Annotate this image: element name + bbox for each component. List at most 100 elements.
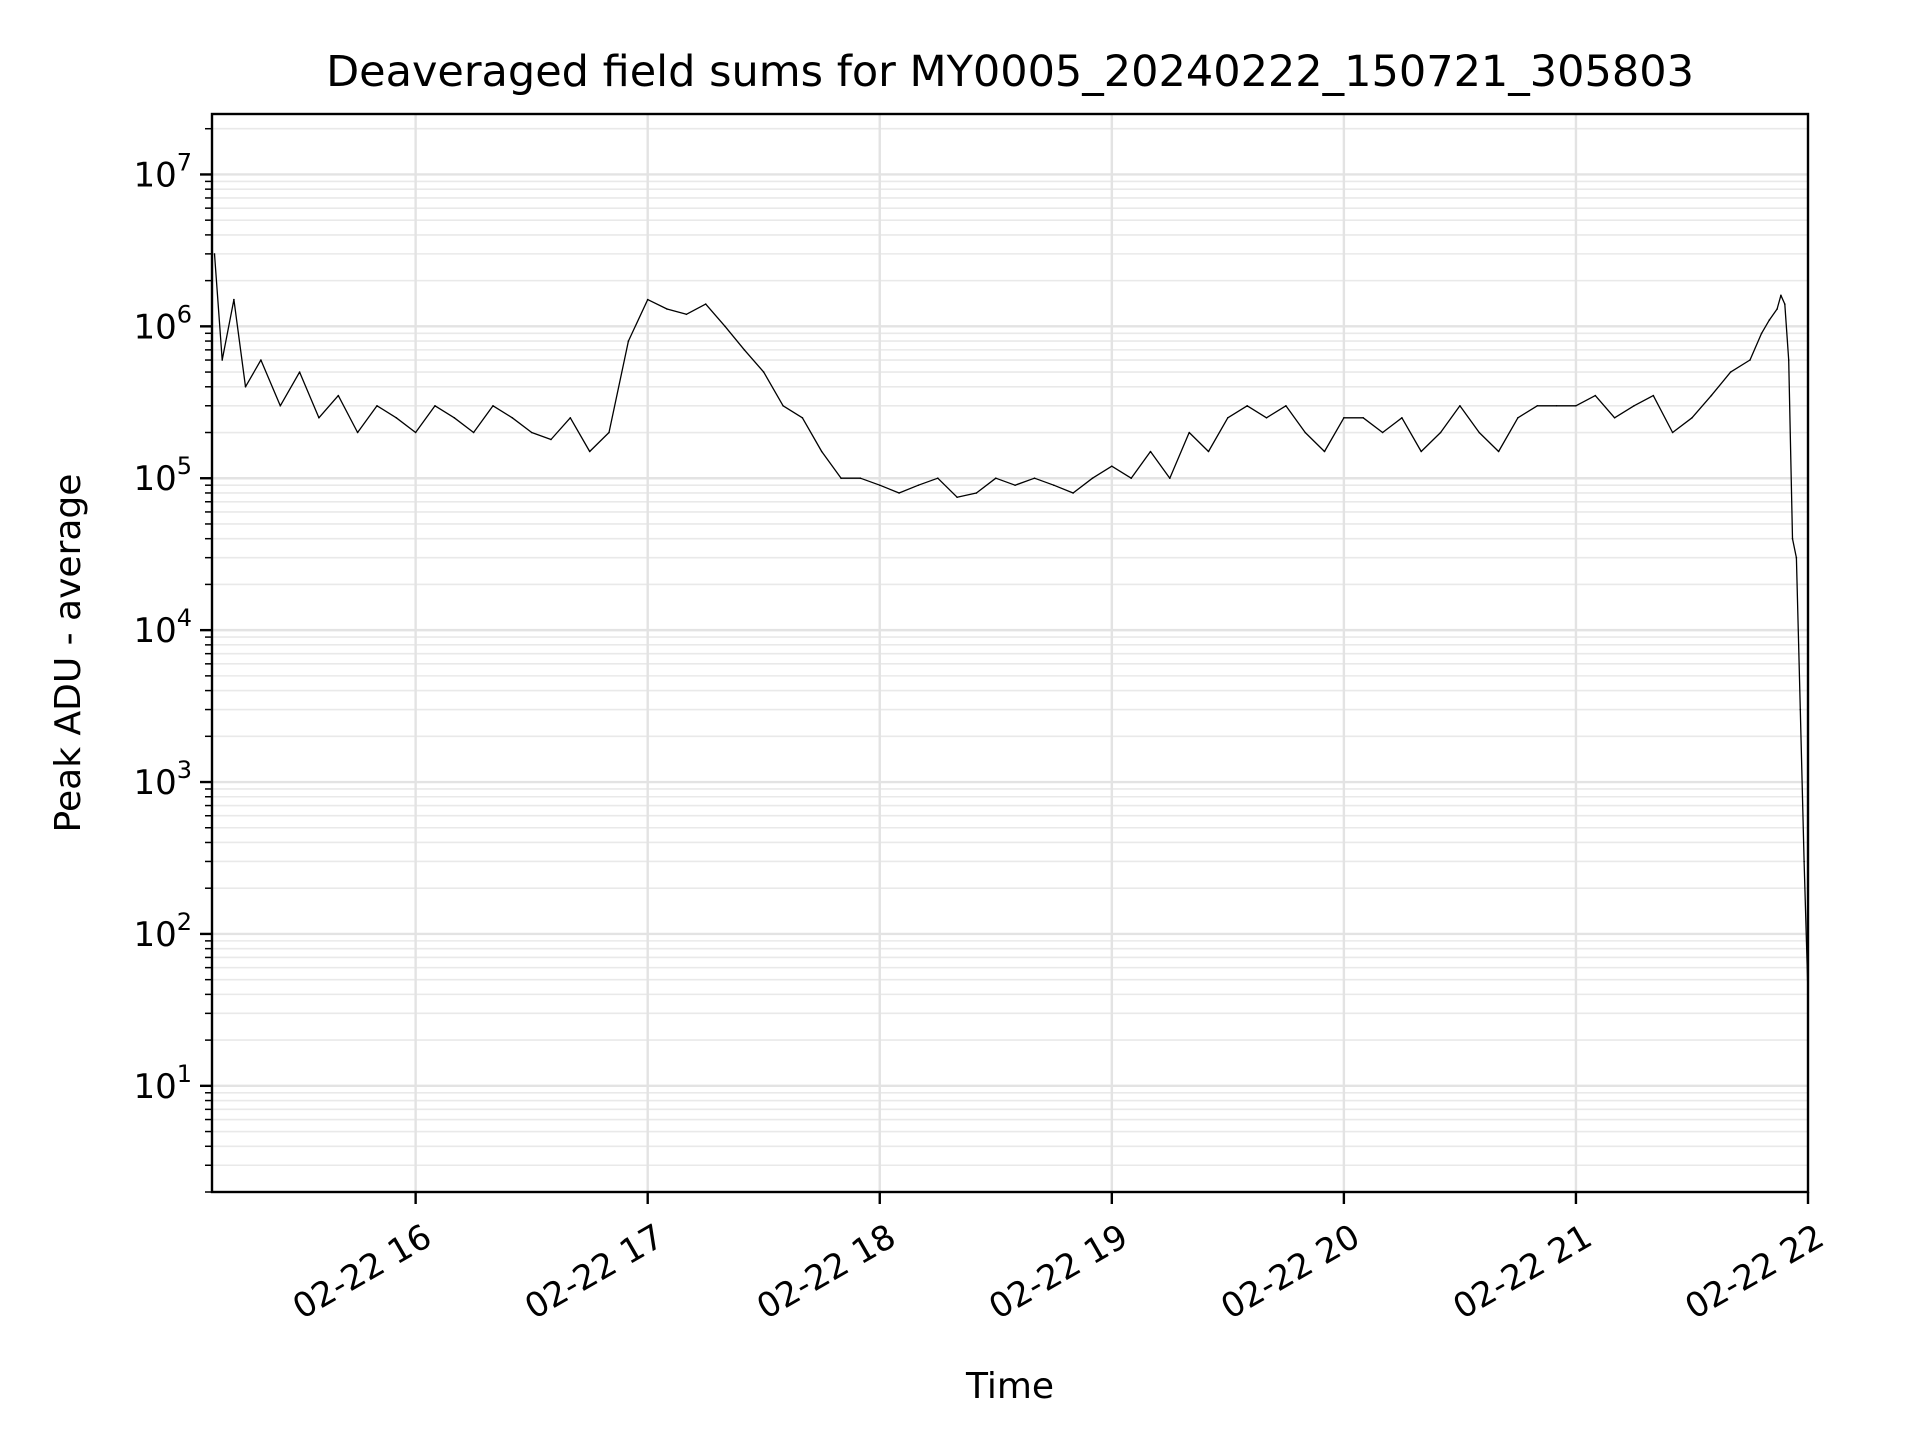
data-point: [1497, 450, 1500, 453]
y-tick-base: 10: [133, 1067, 176, 1107]
y-tick-base: 10: [133, 459, 176, 499]
data-point: [1749, 359, 1751, 361]
data-point: [221, 359, 223, 361]
data-point: [1776, 308, 1778, 310]
y-tick-exponent: 7: [177, 148, 192, 176]
data-point: [762, 371, 765, 373]
y-tick-exponent: 3: [177, 756, 192, 784]
data-point: [233, 298, 235, 301]
data-point: [1091, 477, 1094, 480]
data-point: [414, 431, 417, 434]
data-point: [1710, 394, 1713, 397]
data-point: [1072, 492, 1074, 494]
data-point: [1791, 537, 1794, 540]
data-point: [1478, 431, 1480, 434]
data-point: [472, 431, 475, 434]
data-point: [1246, 405, 1248, 407]
data-point: [704, 303, 707, 305]
data-point: [1265, 417, 1268, 419]
y-tick-base: 10: [133, 611, 176, 651]
y-tick-base: 10: [133, 763, 176, 803]
data-point: [995, 477, 997, 480]
data-point: [1130, 477, 1132, 480]
data-point: [859, 477, 862, 480]
data-point: [1323, 450, 1326, 453]
data-point: [898, 492, 900, 494]
data-point: [530, 431, 533, 434]
data-point: [1111, 465, 1113, 468]
data-point: [260, 359, 262, 361]
data-point: [1594, 394, 1597, 397]
data-point: [511, 417, 514, 419]
data-point: [588, 450, 591, 453]
y-tick-base: 10: [133, 915, 176, 955]
data-point: [1381, 431, 1384, 434]
data-point: [213, 253, 216, 255]
data-point: [1517, 417, 1519, 419]
y-tick-exponent: 1: [177, 1060, 192, 1088]
data-point: [1053, 484, 1055, 487]
grid: [212, 114, 1808, 1193]
data-point: [937, 477, 939, 480]
y-tick-base: 10: [133, 155, 176, 195]
data-point: [1033, 477, 1036, 480]
data-point: [279, 405, 282, 407]
data-point: [376, 405, 378, 407]
data-point: [975, 492, 978, 494]
data-point: [1633, 405, 1635, 407]
data-point: [666, 308, 668, 310]
data-point: [724, 325, 726, 328]
y-tick-label: 106: [133, 300, 192, 347]
y-tick-label: 102: [133, 908, 192, 955]
data-point: [1169, 477, 1171, 480]
y-tick-base: 10: [133, 307, 176, 347]
data-point: [1760, 332, 1763, 335]
data-point: [743, 349, 746, 351]
data-point: [1768, 319, 1771, 321]
data-point: [1304, 431, 1306, 434]
data-point: [956, 496, 958, 499]
data-point: [1420, 450, 1422, 453]
data-point: [1784, 303, 1786, 305]
data-point: [879, 484, 881, 487]
data-point: [1691, 417, 1693, 419]
data-point: [1780, 294, 1782, 297]
data-point: [1014, 484, 1016, 487]
data-point: [608, 431, 610, 434]
data-point: [1227, 417, 1229, 419]
data-point: [801, 417, 804, 419]
y-tick-label: 105: [133, 452, 192, 499]
data-point: [492, 405, 494, 407]
data-point: [1795, 556, 1798, 559]
data-point: [1799, 708, 1802, 711]
data-point: [1803, 860, 1805, 863]
data-point: [1149, 450, 1152, 453]
y-tick-exponent: 6: [177, 300, 192, 328]
data-point: [1459, 405, 1461, 407]
data-point: [1343, 417, 1345, 419]
data-point: [1671, 431, 1674, 434]
data-point: [337, 394, 340, 397]
y-tick-label: 101: [133, 1060, 192, 1107]
data-point: [1439, 431, 1442, 434]
data-point: [1207, 450, 1210, 453]
data-point: [1536, 405, 1539, 407]
data-point: [569, 417, 572, 419]
y-tick-label: 104: [133, 604, 192, 651]
data-point: [1555, 405, 1558, 407]
data-point: [1401, 417, 1403, 419]
data-point: [1729, 371, 1732, 373]
data-point: [1362, 417, 1364, 419]
data-point: [646, 298, 649, 301]
data-point: [434, 405, 436, 407]
data-point: [1188, 431, 1190, 434]
y-tick-label: 107: [133, 148, 192, 195]
y-tick-exponent: 5: [177, 452, 192, 480]
data-point: [1575, 405, 1577, 407]
data-point: [318, 417, 320, 419]
data-point: [1652, 394, 1655, 397]
data-point: [782, 405, 784, 407]
data-point: [820, 450, 823, 453]
